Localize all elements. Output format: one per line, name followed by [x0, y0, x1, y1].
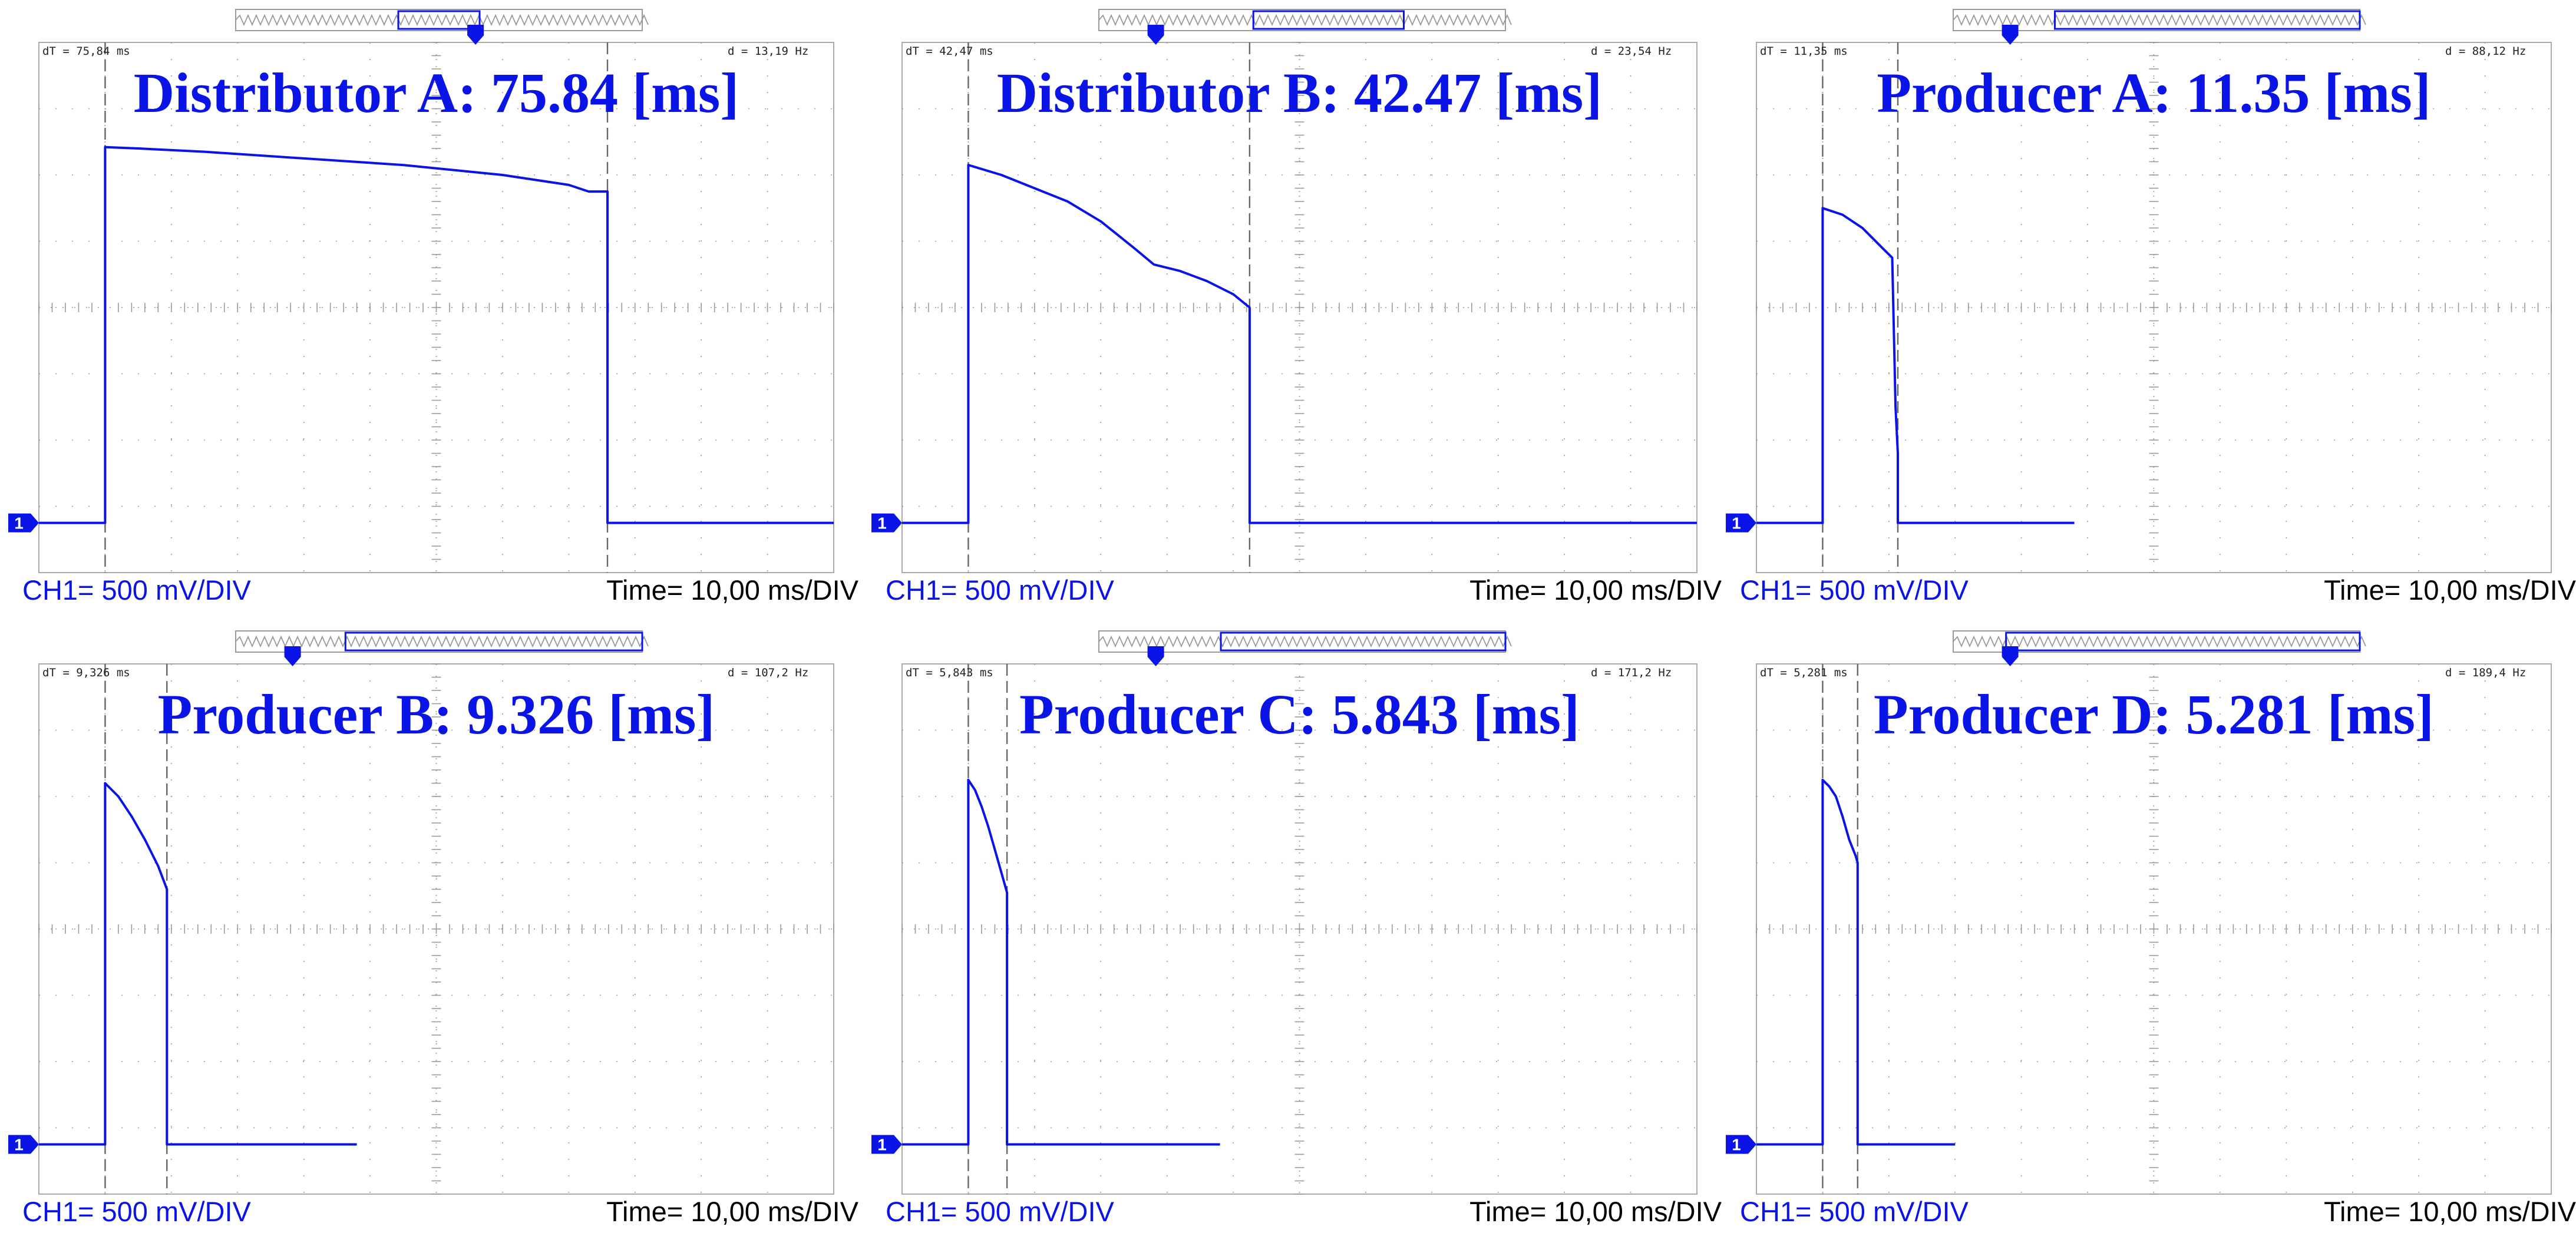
frequency-readout: d = 88,12 Hz — [2445, 45, 2527, 58]
ch1-trace — [902, 778, 1220, 1146]
channel-scale-label: CH1= 500 mV/DIV — [22, 574, 251, 606]
navigator-window[interactable] — [344, 632, 643, 652]
scope-panel: 1 dT = 42,47 ms d = 23,54 Hz Distributor B:… — [863, 0, 1722, 622]
dt-readout: dT = 42,47 ms — [906, 45, 993, 58]
ch1-marker-label: 1 — [14, 1136, 24, 1154]
ch1-trace — [902, 164, 1697, 524]
timebase-label: Time= 10,00 ms/DIV — [606, 574, 858, 606]
timebase-label: Time= 10,00 ms/DIV — [1469, 1196, 1722, 1227]
oscilloscope-plot: 1 — [1726, 9, 2552, 573]
ch1-level-marker[interactable]: 1 — [871, 513, 902, 533]
navigator-window[interactable] — [2054, 10, 2361, 30]
ch1-marker-label: 1 — [877, 514, 887, 533]
scope-panel: 1 dT = 75,84 ms d = 13,19 Hz Distributor A:… — [0, 0, 858, 622]
chart-title: Distributor A: 75.84 [ms] — [133, 61, 739, 124]
scope-panel: 1 dT = 5,843 ms d = 171,2 Hz Producer C: 5.… — [863, 622, 1722, 1243]
oscilloscope-plot: 1 — [1726, 630, 2552, 1195]
frequency-readout: d = 107,2 Hz — [728, 666, 809, 679]
trigger-position-marker[interactable] — [1147, 646, 1164, 666]
dt-readout: dT = 5,843 ms — [906, 666, 993, 679]
chart-title: Distributor B: 42.47 [ms] — [996, 61, 1603, 124]
scope-panel: 1 dT = 11,35 ms d = 88,12 Hz Producer A: 11… — [1718, 0, 2576, 622]
timebase-label: Time= 10,00 ms/DIV — [1469, 574, 1722, 606]
grid-lines — [901, 42, 1697, 573]
memory-navigator[interactable] — [1098, 630, 1512, 666]
timebase-label: Time= 10,00 ms/DIV — [606, 1196, 858, 1227]
ch1-level-marker[interactable]: 1 — [1726, 513, 1756, 533]
frequency-readout: d = 171,2 Hz — [1591, 666, 1672, 679]
scope-panel: 1 dT = 5,281 ms d = 189,4 Hz Producer D: 5.… — [1718, 622, 2576, 1243]
chart-title: Producer D: 5.281 [ms] — [1874, 683, 2434, 746]
grid-lines — [38, 42, 834, 573]
scope-panel: 1 dT = 9,326 ms d = 107,2 Hz Producer B: 9.… — [0, 622, 858, 1243]
ch1-level-marker[interactable]: 1 — [8, 513, 39, 533]
oscilloscope-plot: 1 — [8, 9, 834, 573]
ch1-level-marker[interactable]: 1 — [8, 1135, 39, 1154]
memory-navigator[interactable] — [1953, 630, 2366, 666]
dt-readout: dT = 9,326 ms — [42, 666, 130, 679]
oscilloscope-plot: 1 — [871, 630, 1697, 1195]
oscilloscope-plot: 1 — [8, 630, 834, 1195]
chart-title: Producer B: 9.326 [ms] — [157, 683, 715, 746]
trigger-position-marker[interactable] — [1147, 25, 1164, 45]
frequency-readout: d = 23,54 Hz — [1591, 45, 1672, 58]
ch1-marker-label: 1 — [1732, 1136, 1741, 1154]
channel-scale-label: CH1= 500 mV/DIV — [886, 1196, 1114, 1227]
ch1-marker-label: 1 — [14, 514, 24, 533]
memory-navigator[interactable] — [235, 9, 649, 45]
navigator-window[interactable] — [2005, 632, 2361, 652]
grid-lines — [38, 663, 834, 1195]
navigator-window[interactable] — [1220, 632, 1507, 652]
channel-scale-label: CH1= 500 mV/DIV — [1740, 1196, 1969, 1227]
oscilloscope-plot: 1 — [871, 9, 1697, 573]
ch1-level-marker[interactable]: 1 — [871, 1135, 902, 1154]
frequency-readout: d = 189,4 Hz — [2445, 666, 2527, 679]
navigator-window[interactable] — [1252, 10, 1405, 30]
channel-scale-label: CH1= 500 mV/DIV — [1740, 574, 1969, 606]
trigger-position-marker[interactable] — [2002, 646, 2019, 666]
trigger-position-marker[interactable] — [284, 646, 301, 666]
ch1-trace — [1756, 778, 1956, 1146]
navigator-window[interactable] — [397, 10, 481, 30]
ch1-marker-label: 1 — [877, 1136, 887, 1154]
dt-readout: dT = 75,84 ms — [42, 45, 130, 58]
frequency-readout: d = 13,19 Hz — [728, 45, 809, 58]
ch1-marker-label: 1 — [1732, 514, 1741, 533]
grid-lines — [901, 663, 1697, 1195]
memory-navigator[interactable] — [1953, 9, 2366, 45]
timebase-label: Time= 10,00 ms/DIV — [2324, 574, 2576, 606]
trigger-position-marker[interactable] — [467, 25, 484, 45]
channel-scale-label: CH1= 500 mV/DIV — [22, 1196, 251, 1227]
channel-scale-label: CH1= 500 mV/DIV — [886, 574, 1114, 606]
dt-readout: dT = 5,281 ms — [1760, 666, 1848, 679]
ch1-trace — [39, 782, 357, 1146]
memory-navigator[interactable] — [235, 630, 649, 666]
ch1-trace — [1756, 207, 2075, 524]
trigger-position-marker[interactable] — [2002, 25, 2019, 45]
chart-title: Producer C: 5.843 [ms] — [1019, 683, 1580, 746]
memory-navigator[interactable] — [1098, 9, 1512, 45]
grid-lines — [1756, 42, 2552, 573]
chart-title: Producer A: 11.35 [ms] — [1877, 61, 2431, 124]
ch1-trace — [39, 146, 834, 524]
timebase-label: Time= 10,00 ms/DIV — [2324, 1196, 2576, 1227]
ch1-level-marker[interactable]: 1 — [1726, 1135, 1756, 1154]
dt-readout: dT = 11,35 ms — [1760, 45, 1848, 58]
